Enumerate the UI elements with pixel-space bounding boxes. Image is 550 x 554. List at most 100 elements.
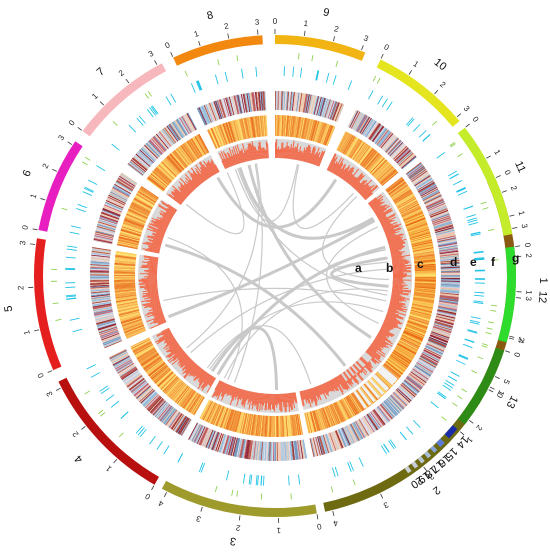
- marker-green: [462, 389, 467, 392]
- tick-11-3: [512, 227, 517, 228]
- tick-label-9-1: 1: [303, 19, 309, 29]
- tick-label-13-2: 2: [474, 423, 484, 432]
- marker-cyan: [431, 402, 439, 408]
- tick-label-8-3: 3: [255, 18, 261, 27]
- chromosome-label-11: 11: [512, 159, 528, 174]
- tick-13-2: [469, 420, 473, 423]
- chromosome-13: [458, 348, 504, 425]
- tick-label-8-0: 0: [164, 40, 172, 50]
- marker-cyan: [348, 81, 352, 90]
- tick-label-3-3: 3: [195, 514, 202, 524]
- hist-bar: [144, 276, 157, 277]
- tick-label-2-3: 3: [381, 500, 389, 510]
- tick-label-12-0: 0: [523, 242, 533, 248]
- tick-label-6-1: 1: [29, 192, 39, 200]
- tick-4-0: [152, 486, 155, 490]
- marker-green: [53, 303, 59, 304]
- marker-cyan: [387, 102, 393, 110]
- marker-cyan: [249, 474, 250, 484]
- tick-7-0: [78, 127, 82, 130]
- tick-10-1: [409, 70, 412, 74]
- marker-green: [298, 53, 299, 59]
- marker-cyan: [298, 475, 299, 485]
- marker-cyan: [83, 192, 92, 196]
- hist-bar: [274, 394, 275, 412]
- tick-label-7-3: 3: [147, 49, 156, 59]
- marker-cyan: [70, 232, 80, 234]
- marker-green: [432, 121, 436, 125]
- marker-cyan: [400, 432, 406, 440]
- marker-green: [215, 486, 217, 492]
- marker-cyan: [136, 426, 143, 433]
- tick-label-12-1: 1: [524, 290, 533, 296]
- marker-cyan: [474, 292, 484, 293]
- variant-cell: [90, 274, 109, 275]
- chromosome-label-4: 4: [72, 453, 85, 466]
- tick-2-4: [333, 511, 334, 516]
- marker-green: [312, 55, 313, 61]
- tick-9-1: [304, 31, 305, 36]
- tick-5-1: [34, 330, 39, 331]
- tick-3-3: [201, 507, 203, 512]
- marker-green: [471, 370, 476, 373]
- synteny-link: [165, 245, 345, 366]
- tick-label-10-3: 3: [462, 104, 472, 114]
- tick-label-4-1: 1: [104, 463, 114, 473]
- tick-label-6-0: 0: [20, 224, 30, 231]
- marker-cyan: [76, 208, 85, 211]
- marker-green: [353, 480, 355, 486]
- chromosome-label-10: 10: [432, 56, 449, 73]
- chromosome-label-9: 9: [322, 6, 330, 19]
- marker-green: [457, 396, 462, 399]
- density-cell: [415, 276, 436, 277]
- marker-cyan: [67, 246, 77, 247]
- marker-cyan: [466, 215, 476, 218]
- marker-cyan: [157, 441, 163, 449]
- hist-bar: [393, 277, 403, 278]
- marker-cyan: [453, 180, 462, 185]
- marker-green: [336, 61, 338, 67]
- tick-label-7-2: 2: [117, 68, 126, 78]
- marker-cyan: [71, 226, 81, 228]
- marker-cyan: [70, 318, 80, 320]
- chromosome-label-7: 7: [95, 66, 107, 79]
- track-letter-f: f: [491, 255, 496, 269]
- marker-cyan: [263, 476, 264, 486]
- tick-label-9-2: 2: [333, 24, 340, 34]
- marker-cyan: [335, 467, 338, 477]
- marker-green: [145, 94, 148, 99]
- tick-label-5-2: 2: [16, 285, 25, 290]
- tick-13-0: [505, 351, 510, 353]
- density-cell: [275, 115, 276, 136]
- marker-green: [98, 410, 103, 414]
- marker-cyan: [199, 463, 203, 472]
- tick-6-3: [68, 142, 72, 145]
- marker-green: [185, 71, 187, 76]
- tick-label-8-2: 2: [223, 21, 230, 31]
- marker-cyan: [471, 317, 481, 319]
- marker-cyan: [242, 69, 244, 79]
- tick-label-9-3: 3: [362, 33, 370, 43]
- marker-cyan: [464, 206, 473, 209]
- tick-8-1: [199, 41, 201, 46]
- variant-cell: [441, 274, 460, 275]
- marker-cyan: [465, 339, 474, 342]
- variant-cell: [275, 91, 276, 110]
- marker-cyan: [201, 463, 205, 472]
- tick-label-11-0: 0: [471, 115, 481, 124]
- tick-4-3: [56, 388, 60, 390]
- tick-label-10-1: 1: [412, 59, 421, 69]
- tick-label-8-1: 1: [193, 29, 201, 39]
- tick-label-1-5: 5: [501, 378, 511, 386]
- marker-cyan: [88, 180, 97, 185]
- marker-cyan: [256, 475, 257, 485]
- marker-cyan: [256, 67, 257, 77]
- hist-bar: [393, 275, 411, 276]
- marker-cyan: [456, 360, 465, 364]
- marker-cyan: [100, 386, 108, 391]
- marker-green: [218, 59, 220, 65]
- tick-4-1: [114, 459, 117, 463]
- tick-8-0: [171, 52, 173, 57]
